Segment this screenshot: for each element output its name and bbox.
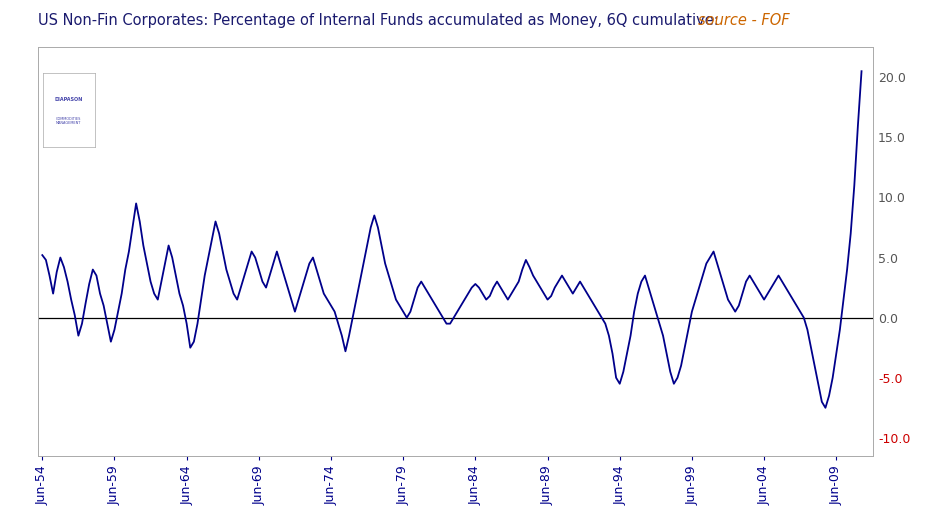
Text: US Non-Fin Corporates: Percentage of Internal Funds accumulated as Money, 6Q cum: US Non-Fin Corporates: Percentage of Int… (38, 13, 723, 28)
Text: DIAPASON: DIAPASON (55, 96, 83, 102)
Text: source - FOF: source - FOF (698, 13, 790, 28)
Text: COMMODITIES
MANAGEMENT: COMMODITIES MANAGEMENT (56, 117, 82, 125)
